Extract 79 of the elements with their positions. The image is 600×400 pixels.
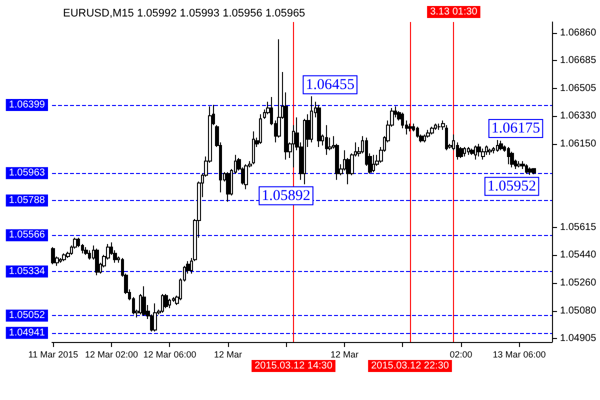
ref-line-label: 1.05566 bbox=[8, 230, 46, 241]
candlestick bbox=[467, 146, 470, 156]
ref-line-label: 1.05052 bbox=[8, 310, 46, 322]
candlestick bbox=[507, 146, 510, 165]
y-tick-label: 1.06150 bbox=[560, 138, 597, 150]
candlestick bbox=[437, 123, 441, 130]
chart-title: EURUSD,M15 1.05992 1.05993 1.05956 1.05965 bbox=[63, 8, 306, 20]
candlestick bbox=[372, 154, 375, 173]
y-tick-label: 1.05260 bbox=[560, 278, 597, 289]
x-tick-label: 02:00 bbox=[450, 350, 472, 360]
candlestick bbox=[51, 246, 55, 265]
candlestick bbox=[88, 250, 91, 260]
ref-line-label: 1.05334 bbox=[8, 266, 46, 277]
candlestick bbox=[310, 96, 313, 143]
y-tick-label: 1.05080 bbox=[560, 306, 597, 317]
x-tick-label: 13 Mar 06:00 bbox=[492, 350, 546, 360]
annotation: 1.05952 bbox=[487, 178, 536, 194]
y-tick-label: 1.06685 bbox=[560, 54, 597, 66]
candlestick bbox=[244, 164, 248, 190]
candlestick bbox=[510, 151, 514, 168]
candlestick bbox=[164, 294, 168, 309]
ref-line-label: 2015.03.12 14:30 bbox=[254, 360, 333, 372]
candlestick bbox=[416, 126, 419, 138]
candlestick bbox=[277, 38, 281, 138]
candlestick bbox=[459, 146, 463, 159]
ref-line-label: 1.06399 bbox=[8, 100, 46, 111]
candlestick bbox=[423, 134, 426, 143]
candlestick bbox=[426, 129, 430, 138]
x-tick-label: 12 Mar 06:00 bbox=[143, 350, 196, 360]
candlestick bbox=[477, 143, 481, 157]
candlestick bbox=[95, 248, 99, 276]
candlestick bbox=[525, 164, 528, 174]
annotation: 1.06175 bbox=[491, 120, 540, 137]
candlestick bbox=[142, 286, 146, 316]
candlestick bbox=[161, 294, 164, 314]
candlestick bbox=[488, 148, 492, 156]
candlestick bbox=[470, 148, 474, 156]
candlestick bbox=[517, 160, 521, 168]
candlestick bbox=[434, 123, 437, 130]
candlestick bbox=[532, 168, 536, 175]
candlestick bbox=[168, 298, 171, 309]
candlestick bbox=[445, 124, 448, 151]
ref-line-label: 1.05963 bbox=[8, 168, 46, 179]
y-tick-label: 1.06330 bbox=[560, 110, 597, 122]
candlestick bbox=[521, 160, 525, 170]
y-tick-label: 1.04905 bbox=[560, 333, 597, 344]
candlestick bbox=[259, 114, 262, 144]
candlestick bbox=[226, 172, 230, 202]
y-tick-label: 1.05440 bbox=[560, 249, 597, 260]
candlestick bbox=[463, 146, 466, 157]
ref-line-label: 1.04941 bbox=[8, 327, 46, 338]
x-tick-label: 12 Mar bbox=[330, 350, 358, 360]
annotation: 1.05892 bbox=[262, 188, 310, 204]
candlestick bbox=[528, 166, 532, 176]
candlestick bbox=[499, 140, 503, 151]
candlestick bbox=[62, 252, 66, 262]
y-tick-label: 1.05615 bbox=[560, 222, 597, 234]
candlestick bbox=[317, 104, 321, 148]
ref-line-label: 2015.03.12 22:30 bbox=[371, 360, 450, 372]
candlestick bbox=[303, 118, 306, 185]
candlestick bbox=[59, 258, 62, 264]
candlestick bbox=[84, 246, 88, 256]
x-tick-label: 12 Mar 02:00 bbox=[84, 350, 138, 360]
ref-line-label: 3.13 01:30 bbox=[430, 6, 478, 18]
candlestick bbox=[325, 124, 328, 156]
candlestick bbox=[408, 123, 412, 132]
annotation: 1.06455 bbox=[306, 76, 354, 93]
candlestick bbox=[485, 145, 488, 156]
candlestick bbox=[252, 130, 255, 165]
y-tick-label: 1.06505 bbox=[560, 82, 597, 94]
candlestick bbox=[481, 148, 485, 160]
ref-line-label: 1.05788 bbox=[8, 195, 46, 206]
x-tick-label: 11 Mar 2015 bbox=[28, 350, 78, 360]
y-tick-label: 1.06860 bbox=[560, 27, 597, 38]
candlestick bbox=[430, 126, 434, 136]
candlestick bbox=[153, 302, 157, 332]
x-tick-label: 12 Mar bbox=[214, 350, 242, 360]
candlestick bbox=[496, 140, 499, 152]
candlestick bbox=[474, 145, 477, 160]
